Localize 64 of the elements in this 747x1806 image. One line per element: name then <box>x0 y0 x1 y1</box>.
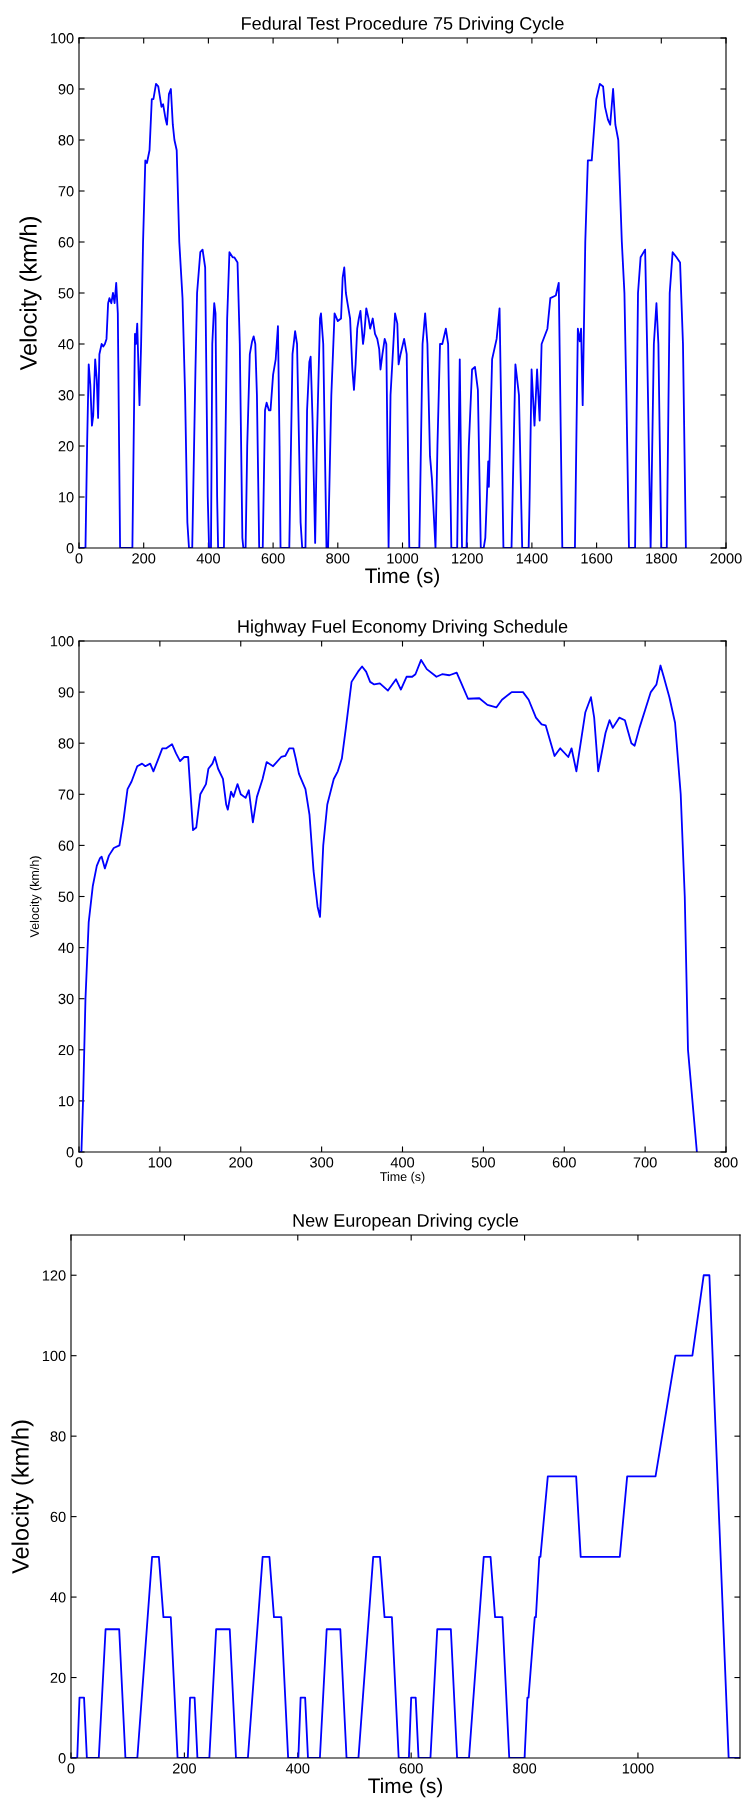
y-axis-title: Velocity (km/h) <box>19 217 42 371</box>
line-series <box>79 659 698 1152</box>
x-tick-label: 300 <box>310 1157 334 1168</box>
y-tick-label: 100 <box>50 33 74 44</box>
y-tick-label: 20 <box>50 1672 66 1683</box>
y-tick-label: 100 <box>42 1350 66 1362</box>
x-tick-label: 400 <box>196 553 220 564</box>
y-tick-label: 40 <box>58 339 74 350</box>
y-tick-label: 20 <box>58 441 74 452</box>
y-tick-label: 0 <box>66 1147 74 1158</box>
x-tick-label: 100 <box>148 1157 172 1168</box>
y-tick-label: 70 <box>58 186 74 197</box>
x-tick-label: 1400 <box>516 553 548 564</box>
y-tick-label: 70 <box>58 789 74 800</box>
x-tick-label: 0 <box>75 553 83 564</box>
x-tick-label: 200 <box>132 553 156 564</box>
y-tick-label: 40 <box>58 942 74 954</box>
x-tick-label: 200 <box>229 1157 253 1168</box>
x-tick-label: 600 <box>399 1763 423 1774</box>
x-tick-label: 600 <box>552 1157 576 1168</box>
y-axis-title: Velocity (km/h) <box>11 1420 34 1574</box>
y-tick-label: 80 <box>50 1431 66 1442</box>
x-tick-label: 1200 <box>452 553 483 564</box>
x-axis-title: Time (s) <box>380 1171 425 1184</box>
x-tick-label: 200 <box>172 1763 196 1774</box>
y-tick-label: 60 <box>58 840 74 851</box>
x-tick-label: 1800 <box>646 553 677 564</box>
y-tick-label: 80 <box>58 738 74 749</box>
x-axis-title: Time (s) <box>368 1777 443 1798</box>
y-tick-label: 30 <box>58 993 74 1005</box>
y-tick-label: 50 <box>58 891 74 902</box>
x-tick-label: 500 <box>471 1157 495 1168</box>
x-tick-label: 1000 <box>622 1763 654 1774</box>
y-tick-label: 10 <box>59 492 74 503</box>
x-tick-label: 1600 <box>581 553 613 564</box>
y-tick-label: 0 <box>66 543 74 554</box>
y-tick-label: 90 <box>58 687 74 698</box>
y-tick-label: 20 <box>58 1044 74 1056</box>
x-tick-label: 2000 <box>710 553 742 564</box>
x-tick-label: 400 <box>285 1763 310 1774</box>
y-tick-label: 10 <box>59 1096 74 1107</box>
y-axis-title: Velocity (km/h) <box>29 856 42 938</box>
y-tick-label: 50 <box>58 288 74 299</box>
chart-title: Fedural Test Procedure 75 Driving Cycle <box>242 16 564 34</box>
y-tick-label: 90 <box>58 84 74 95</box>
y-tick-label: 80 <box>58 135 74 146</box>
chart-title: New European Driving cycle <box>293 1213 519 1231</box>
y-tick-label: 120 <box>42 1270 66 1281</box>
y-tick-label: 30 <box>58 390 74 401</box>
x-tick-label: 800 <box>326 553 350 564</box>
x-tick-label: 400 <box>390 1157 415 1168</box>
x-tick-label: 700 <box>633 1157 657 1168</box>
x-tick-label: 0 <box>75 1157 83 1168</box>
y-tick-label: 40 <box>50 1592 66 1603</box>
x-tick-label: 800 <box>513 1763 537 1774</box>
x-tick-label: 600 <box>261 553 285 564</box>
y-tick-label: 100 <box>50 636 74 647</box>
x-tick-label: 800 <box>714 1157 738 1168</box>
y-tick-label: 60 <box>50 1511 66 1523</box>
y-tick-label: 0 <box>58 1753 66 1764</box>
x-axis-title: Time (s) <box>365 567 440 588</box>
y-tick-label: 60 <box>58 237 74 248</box>
x-tick-label: 1000 <box>387 553 419 564</box>
chart-title: Highway Fuel Economy Driving Schedule <box>238 619 568 637</box>
